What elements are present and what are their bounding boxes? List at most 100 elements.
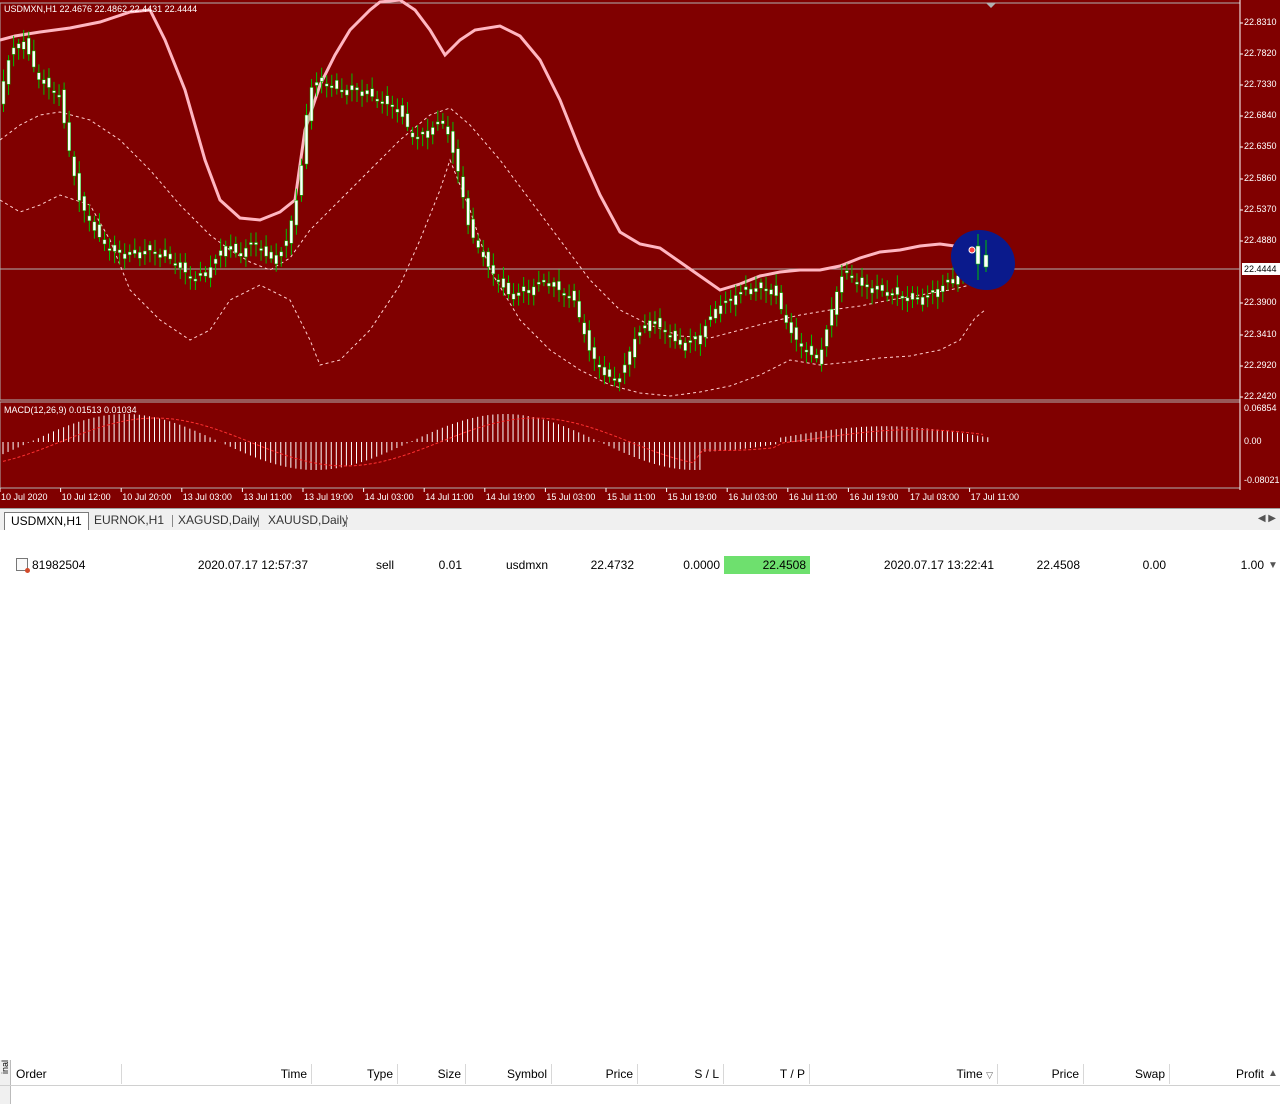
candle-body — [905, 297, 910, 302]
tab-xagusd-daily[interactable]: XAGUSD,Daily — [178, 513, 259, 527]
candle-body — [617, 378, 622, 383]
close-time-cell: 2020.07.17 13:22:41 — [883, 558, 994, 572]
scroll-down-icon[interactable]: ▼ — [1268, 560, 1278, 571]
col-swap[interactable]: Swap — [1084, 1064, 1170, 1084]
candle-body — [920, 296, 925, 306]
trade-panel: inal Order Time Type Size Symbol Price S… — [0, 530, 1280, 1104]
candle-body — [466, 197, 470, 226]
candle-body — [299, 165, 304, 196]
col-time[interactable]: Time — [122, 1064, 312, 1084]
candle-body — [582, 322, 586, 335]
col-sl[interactable]: S / L — [638, 1064, 724, 1084]
candle-body — [289, 220, 294, 244]
candle-body — [983, 254, 989, 268]
macd-plot-frame — [0, 401, 1241, 489]
candle-body — [521, 286, 526, 292]
candle-body — [764, 288, 768, 292]
price-tick-label: 22.2920 — [1244, 360, 1277, 370]
macd-info: MACD(12,26,9) 0.01513 0.01034 — [4, 405, 137, 415]
col-close-time[interactable]: Time ▽ — [810, 1064, 998, 1084]
candle-body — [244, 247, 248, 258]
candle-body — [436, 121, 440, 125]
sl-cell: 0.0000 — [683, 558, 720, 572]
candle-body — [734, 295, 738, 306]
time-tick-label: 16 Jul 03:00 — [728, 492, 778, 502]
candle-body — [703, 325, 708, 338]
chart-canvas[interactable] — [0, 0, 1280, 508]
lower-bollinger-band — [0, 158, 986, 397]
candle-body — [234, 243, 238, 254]
tab-usdmxn-h1[interactable]: USDMXN,H1 — [4, 512, 89, 530]
candle-body — [880, 284, 884, 292]
candle-body — [16, 43, 21, 49]
candle-body — [67, 122, 71, 152]
price-tick-label: 22.6350 — [1244, 141, 1277, 151]
candle-body — [87, 215, 92, 221]
scroll-left-icon[interactable]: ◀ — [1257, 513, 1266, 524]
candle-body — [122, 253, 127, 259]
candle-body — [850, 275, 854, 279]
candle-body — [97, 224, 102, 238]
candle-body — [925, 295, 930, 298]
candle-body — [668, 335, 672, 338]
candle-body — [936, 288, 940, 298]
candle-body — [633, 338, 637, 358]
candle-body — [592, 347, 597, 360]
candle-body — [542, 279, 546, 283]
candle-body — [37, 72, 41, 80]
col-order[interactable]: Order — [12, 1064, 122, 1084]
candle-body — [900, 295, 905, 299]
time-tick-label: 17 Jul 11:00 — [970, 492, 1019, 502]
col-tp[interactable]: T / P — [724, 1064, 810, 1084]
candle-body — [133, 249, 137, 254]
tab-eurnok-h1[interactable]: EURNOK,H1 — [94, 513, 165, 527]
price-tick-label: 22.7820 — [1244, 48, 1277, 58]
col-profit[interactable]: Profit — [1235, 1067, 1264, 1081]
close-price-cell: 22.4508 — [1036, 558, 1080, 572]
current-price-tag: 22.4444 — [1242, 263, 1280, 275]
open-time-cell: 2020.07.17 12:57:37 — [197, 558, 308, 572]
candle-body — [340, 89, 344, 93]
candle-body — [638, 332, 642, 337]
col-size[interactable]: Size — [398, 1064, 466, 1084]
tab-separator — [346, 515, 347, 527]
price-tick-label: 22.8310 — [1244, 17, 1277, 27]
col-close-price[interactable]: Price — [998, 1064, 1084, 1084]
tab-scroll-arrows[interactable]: ◀ ▶ — [1258, 513, 1276, 524]
col-symbol[interactable]: Symbol — [466, 1064, 552, 1084]
candle-body — [138, 252, 142, 259]
candle-body — [496, 279, 501, 283]
candle-body — [759, 282, 763, 289]
candle-body — [420, 131, 425, 135]
candle-body — [143, 250, 147, 255]
candle-body — [148, 244, 152, 251]
swap-cell: 0.00 — [1142, 558, 1166, 572]
candle-body — [532, 286, 536, 296]
candle-body — [784, 314, 788, 323]
candle-body — [223, 245, 228, 257]
order-cell: 81982504 — [12, 556, 122, 574]
candle-body — [910, 292, 915, 300]
candle-body — [279, 251, 283, 257]
col-close-time-label: Time — [956, 1067, 983, 1081]
candle-body — [698, 335, 703, 345]
price-chart[interactable]: USDMXN,H1 22.4676 22.4862 22.4431 22.444… — [0, 0, 1280, 508]
candle-body — [728, 298, 733, 302]
col-price[interactable]: Price — [552, 1064, 638, 1084]
candle-body — [92, 221, 97, 231]
candle-body — [304, 114, 309, 165]
scroll-up-icon[interactable]: ▲ — [1268, 1068, 1278, 1079]
tab-xauusd-daily[interactable]: XAUUSD,Daily — [268, 513, 349, 527]
scroll-right-icon[interactable]: ▶ — [1268, 513, 1276, 524]
candle-body — [208, 267, 213, 279]
candle-body — [431, 127, 435, 135]
candle-body — [72, 156, 76, 177]
candle-body — [319, 77, 324, 82]
candle-body — [506, 282, 511, 295]
candle-body — [794, 327, 799, 341]
col-type[interactable]: Type — [312, 1064, 398, 1084]
candle-body — [82, 196, 87, 211]
candle-body — [11, 47, 16, 55]
sort-desc-icon: ▽ — [986, 1070, 993, 1080]
candle-body — [213, 258, 218, 264]
